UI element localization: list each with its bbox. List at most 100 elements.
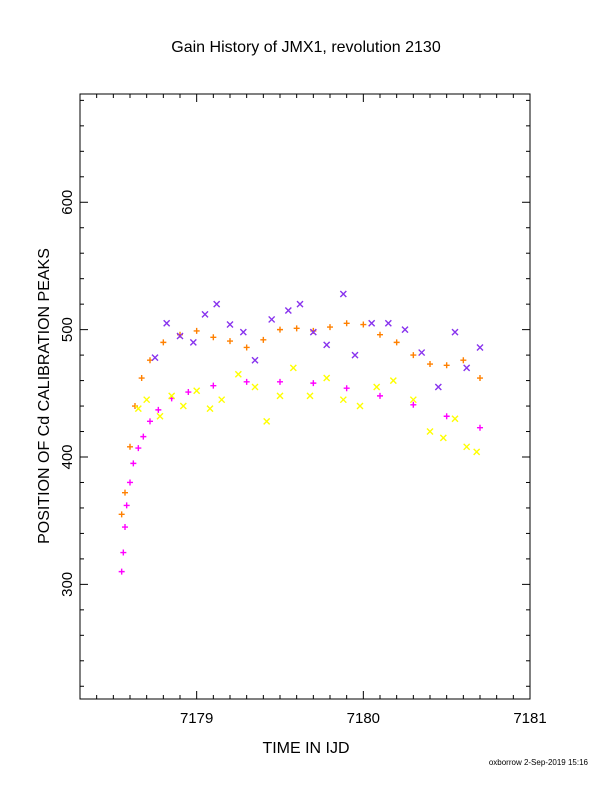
data-point	[343, 385, 350, 392]
data-point	[327, 324, 333, 331]
chart-title: Gain History of JMX1, revolution 2130	[171, 39, 441, 56]
data-point	[360, 321, 367, 328]
series-2	[151, 290, 484, 391]
series-3	[134, 364, 481, 456]
data-point	[243, 378, 250, 385]
data-point	[130, 460, 137, 467]
data-point	[127, 479, 133, 486]
data-point	[309, 328, 317, 336]
data-point	[477, 375, 483, 382]
x-tick-label: 7181	[513, 710, 546, 727]
data-point	[239, 328, 247, 336]
data-point	[251, 356, 259, 364]
data-point	[409, 396, 417, 404]
data-point	[343, 320, 350, 327]
data-point	[473, 448, 481, 456]
data-point	[160, 339, 167, 346]
y-tick-label: 500	[59, 317, 76, 342]
data-point	[206, 405, 214, 413]
data-point	[168, 392, 176, 400]
data-point	[263, 417, 271, 425]
data-point	[377, 392, 383, 399]
data-point	[384, 319, 392, 327]
x-ticks-group: 7179 7180 7181	[79, 94, 547, 727]
data-point	[118, 511, 125, 518]
data-point	[356, 402, 364, 410]
data-point	[323, 341, 331, 349]
data-point	[284, 307, 292, 315]
data-point	[427, 361, 433, 368]
data-point	[201, 310, 209, 318]
data-point	[418, 349, 426, 357]
data-point	[251, 383, 259, 391]
data-point	[155, 406, 162, 413]
data-point	[439, 434, 447, 442]
data-point	[443, 362, 450, 369]
data-point	[226, 321, 234, 329]
data-point	[443, 413, 450, 420]
data-point	[368, 319, 376, 327]
data-point	[179, 402, 187, 410]
data-point	[293, 325, 300, 332]
plot-frame	[79, 93, 531, 700]
data-point	[193, 327, 200, 334]
data-point	[176, 332, 184, 340]
x-tick-label: 7180	[347, 710, 380, 727]
data-point	[351, 351, 359, 359]
data-point	[463, 443, 471, 451]
data-point	[477, 424, 483, 431]
y-tick-label: 400	[59, 444, 76, 469]
y-tick-label: 300	[59, 572, 76, 597]
x-axis-label: TIME IN IJD	[262, 740, 349, 757]
data-point	[339, 290, 347, 298]
data-point	[163, 319, 171, 327]
series-group	[118, 290, 484, 575]
data-point	[120, 549, 127, 556]
data-point	[426, 428, 434, 436]
data-point	[463, 364, 471, 372]
y-axis-label: POSITION OF Cd CALIBRATION PEAKS	[36, 248, 53, 544]
data-point	[373, 383, 381, 391]
series-1	[118, 320, 483, 518]
data-point	[134, 405, 142, 413]
data-point	[268, 315, 276, 323]
data-point	[451, 415, 459, 423]
data-point	[227, 338, 233, 345]
data-point	[135, 445, 142, 452]
data-point	[393, 339, 400, 346]
series-0	[118, 378, 483, 575]
data-point	[185, 389, 192, 396]
data-point	[289, 364, 297, 372]
x-tick-label: 7179	[180, 710, 213, 727]
data-point	[210, 382, 217, 389]
data-point	[377, 331, 383, 338]
data-point	[123, 502, 130, 509]
data-point	[147, 418, 153, 425]
data-point	[260, 336, 267, 343]
data-point	[156, 412, 164, 420]
data-point	[323, 374, 331, 382]
data-point	[122, 489, 128, 496]
data-point	[339, 396, 347, 404]
data-point	[189, 338, 197, 346]
data-point	[410, 401, 417, 408]
data-point	[389, 377, 397, 385]
data-point	[243, 344, 250, 351]
y-ticks-group: 300 400 500 600	[59, 99, 530, 687]
data-point	[451, 328, 459, 336]
data-point	[434, 383, 442, 391]
data-point	[306, 392, 314, 400]
data-point	[234, 370, 242, 378]
data-point	[476, 343, 484, 351]
data-point	[460, 357, 467, 364]
data-point	[140, 433, 147, 440]
footer-credit: oxborrow 2-Sep-2019 15:16	[488, 758, 588, 767]
data-point	[138, 375, 145, 382]
data-point	[122, 524, 128, 531]
y-tick-label: 600	[59, 190, 76, 215]
data-point	[401, 326, 409, 334]
data-point	[127, 443, 133, 450]
data-point	[310, 380, 317, 387]
data-point	[277, 326, 283, 333]
